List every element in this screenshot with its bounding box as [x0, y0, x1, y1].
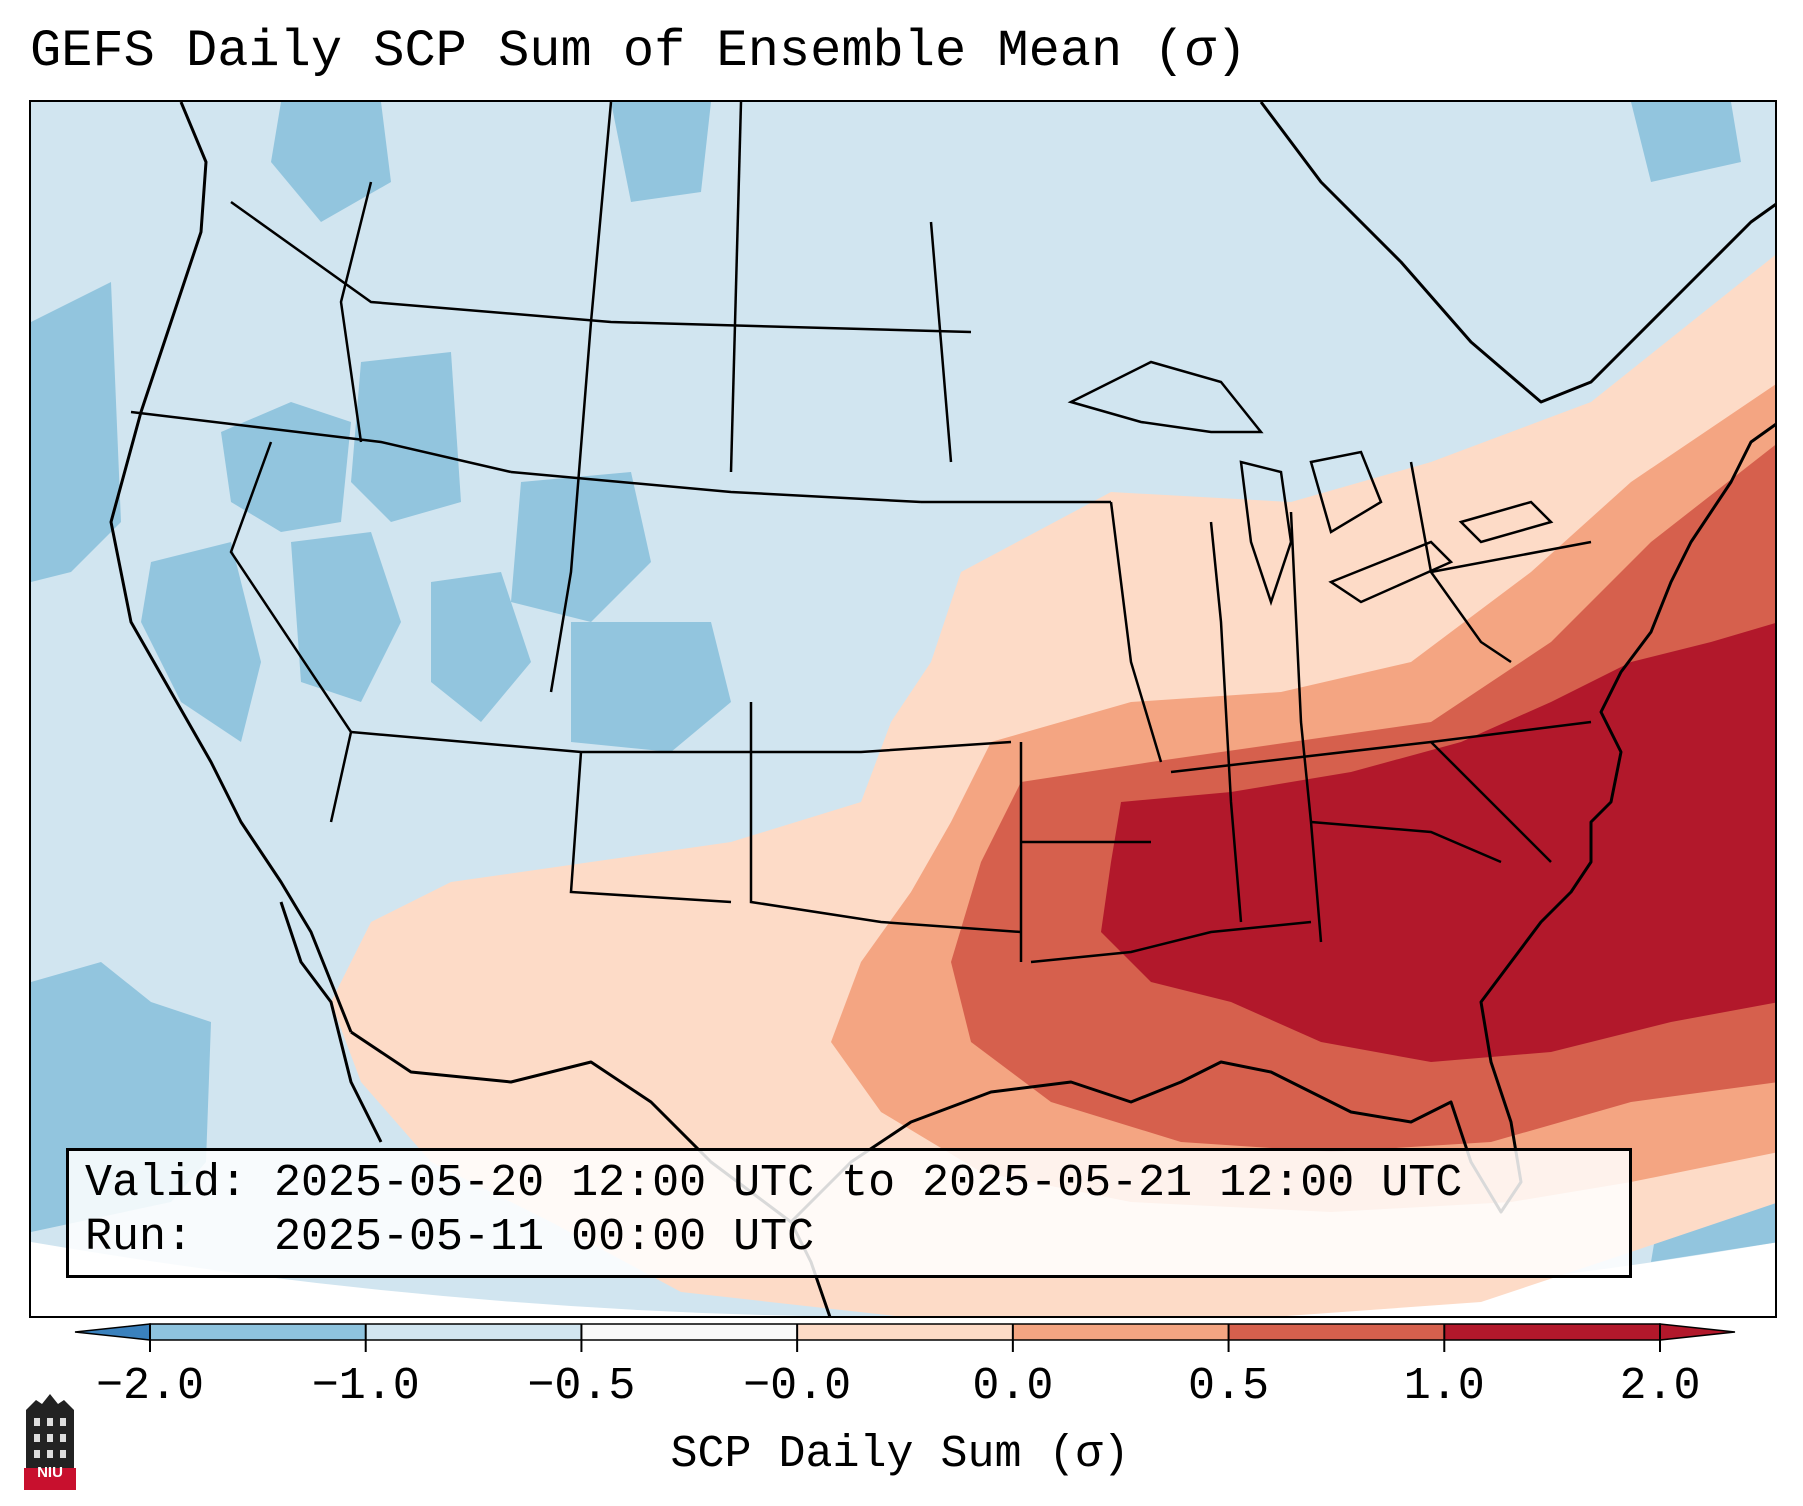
colorbar-segment — [581, 1324, 798, 1340]
valid-run-info-box: Valid: 2025-05-20 12:00 UTC to 2025-05-2… — [66, 1148, 1632, 1278]
run-time-text: Run: 2025-05-11 00:00 UTC — [85, 1212, 815, 1263]
colorbar-segment — [797, 1324, 1013, 1340]
very-strong-positive-area — [1101, 623, 1775, 1062]
colorbar-tick-label: 0.0 — [972, 1361, 1054, 1412]
niu-logo-icon — [24, 1394, 76, 1490]
map-title: GEFS Daily SCP Sum of Ensemble Mean (σ) — [30, 22, 1247, 81]
colorbar-tick-label: 2.0 — [1619, 1361, 1701, 1412]
colorbar-tick-label: 1.0 — [1403, 1361, 1485, 1412]
colorbar-tick-label: 0.5 — [1188, 1361, 1270, 1412]
map-canvas — [31, 102, 1775, 1316]
colorbar-tick-label: −0.0 — [743, 1361, 852, 1412]
great-lakes — [1067, 360, 1554, 606]
map-panel — [29, 100, 1777, 1318]
niu-logo: NIU — [22, 1390, 78, 1490]
niu-logo-text: NIU — [37, 1464, 63, 1481]
colorbar-segment — [1012, 1324, 1229, 1340]
colorbar — [74, 1323, 1736, 1352]
colorbar-segment — [1228, 1324, 1445, 1340]
colorbar-tick-label: −2.0 — [95, 1361, 205, 1412]
colorbar-segments — [74, 1323, 1736, 1341]
colorbar-segment — [1444, 1324, 1660, 1340]
colorbar-tick-label: −1.0 — [311, 1361, 420, 1412]
colorbar-extend-min — [74, 1323, 151, 1341]
state-boundaries — [130, 102, 1592, 964]
colorbar-tick-label: −0.5 — [527, 1361, 636, 1412]
colorbar-segment — [365, 1324, 582, 1340]
colorbar-segment — [150, 1324, 366, 1340]
valid-time-text: Valid: 2025-05-20 12:00 UTC to 2025-05-2… — [85, 1158, 1463, 1209]
colorbar-label: SCP Daily Sum (σ) — [670, 1429, 1130, 1480]
colorbar-ticks — [149, 1324, 1661, 1352]
colorbar-extend-max — [1659, 1323, 1736, 1341]
